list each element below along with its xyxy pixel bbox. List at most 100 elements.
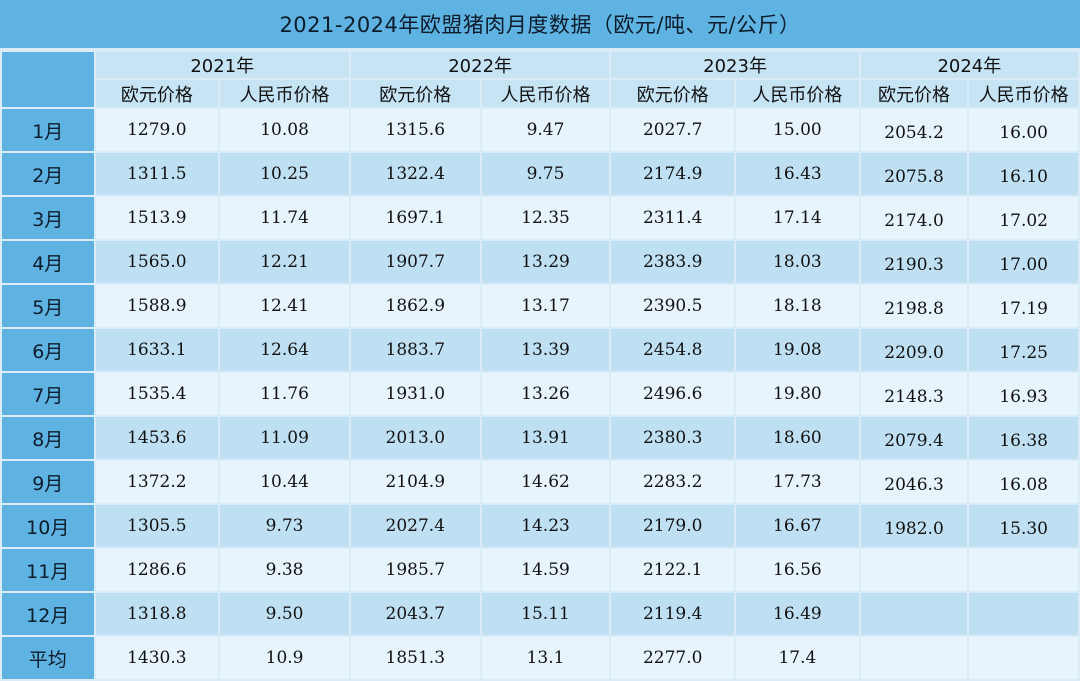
eur-price-cell: 1883.7 [350,329,480,371]
cny-price-cell: 13.26 [481,373,610,415]
cny-price-cell: 15.11 [481,593,610,635]
row-label: 4月 [2,241,94,283]
eur-price-cell: 2122.1 [611,549,735,591]
row-label: 平均 [2,637,94,679]
eur-price-cell: 2380.3 [611,417,735,459]
eur-price-cell: 1305.5 [95,505,219,547]
table-row: 8月 1453.6 11.09 2013.0 13.91 2380.3 18.60 2079.… [2,417,1078,459]
eur-price-cell: 2174.0 [860,197,968,239]
table-row: 1月 1279.0 10.08 1315.6 9.47 2027.7 15.00 2054.2… [2,109,1078,151]
cny-price-cell: 17.73 [736,461,859,503]
cny-price-cell: 18.03 [736,241,859,283]
eur-price-cell: 1931.0 [350,373,480,415]
row-label: 10月 [2,505,94,547]
cny-price-cell: 9.50 [220,593,349,635]
cny-price-cell: 11.09 [220,417,349,459]
cny-price-cell [969,637,1078,679]
eur-price-cell: 1453.6 [95,417,219,459]
cny-price-cell: 13.39 [481,329,610,371]
eur-price-cell [860,593,968,635]
eur-price-cell: 1982.0 [860,505,968,547]
row-label: 8月 [2,417,94,459]
col-header-cny: 人民币价格 [736,80,859,107]
eur-price-cell: 1565.0 [95,241,219,283]
col-header-eur: 欧元价格 [611,80,735,107]
table-row: 10月 1305.5 9.73 2027.4 14.23 2179.0 16.67 1982.… [2,505,1078,547]
eur-price-cell: 2198.8 [860,285,968,327]
cny-price-cell: 12.21 [220,241,349,283]
cny-price-cell: 12.64 [220,329,349,371]
eur-price-cell: 1907.7 [350,241,480,283]
eur-price-cell: 2174.9 [611,153,735,195]
table-row: 2月 1311.5 10.25 1322.4 9.75 2174.9 16.43 2075.8… [2,153,1078,195]
eur-price-cell [860,549,968,591]
eur-price-cell: 1985.7 [350,549,480,591]
col-header-cny: 人民币价格 [220,80,349,107]
eur-price-cell: 2454.8 [611,329,735,371]
eur-price-cell: 1372.2 [95,461,219,503]
cny-price-cell: 15.30 [969,505,1078,547]
table-title: 2021-2024年欧盟猪肉月度数据（欧元/吨、元/公斤） [0,0,1080,48]
eur-price-cell: 1318.8 [95,593,219,635]
row-label: 7月 [2,373,94,415]
cny-price-cell: 9.75 [481,153,610,195]
eur-price-cell: 1315.6 [350,109,480,151]
cny-price-cell: 9.38 [220,549,349,591]
cny-price-cell: 11.74 [220,197,349,239]
eur-price-cell [860,637,968,679]
cny-price-cell: 17.4 [736,637,859,679]
cny-price-cell: 16.67 [736,505,859,547]
row-label: 1月 [2,109,94,151]
cny-price-cell: 12.41 [220,285,349,327]
cny-price-cell: 15.00 [736,109,859,151]
row-label: 9月 [2,461,94,503]
table-row: 平均 1430.3 10.9 1851.3 13.1 2277.0 17.4 [2,637,1078,679]
cny-price-cell: 16.00 [969,109,1078,151]
cny-price-cell: 16.10 [969,153,1078,195]
eur-price-cell: 2148.3 [860,373,968,415]
eur-price-cell: 2119.4 [611,593,735,635]
cny-price-cell: 10.44 [220,461,349,503]
eur-price-cell: 2179.0 [611,505,735,547]
col-header-cny: 人民币价格 [481,80,610,107]
cny-price-cell: 14.62 [481,461,610,503]
table-row: 5月 1588.9 12.41 1862.9 13.17 2390.5 18.18 2198.… [2,285,1078,327]
cny-price-cell: 14.23 [481,505,610,547]
table-row: 11月 1286.6 9.38 1985.7 14.59 2122.1 16.56 [2,549,1078,591]
eur-price-cell: 2209.0 [860,329,968,371]
eur-price-cell: 2013.0 [350,417,480,459]
eur-price-cell: 2027.7 [611,109,735,151]
eur-price-cell: 1279.0 [95,109,219,151]
eur-price-cell: 1513.9 [95,197,219,239]
cny-price-cell: 16.93 [969,373,1078,415]
cny-price-cell: 19.08 [736,329,859,371]
cny-price-cell: 17.00 [969,241,1078,283]
eur-price-cell: 1311.5 [95,153,219,195]
table-row: 12月 1318.8 9.50 2043.7 15.11 2119.4 16.49 [2,593,1078,635]
eur-price-cell: 2390.5 [611,285,735,327]
table-row: 6月 1633.1 12.64 1883.7 13.39 2454.8 19.08 2209.… [2,329,1078,371]
cny-price-cell: 10.25 [220,153,349,195]
cny-price-cell: 17.19 [969,285,1078,327]
eur-price-cell: 2104.9 [350,461,480,503]
cny-price-cell: 13.29 [481,241,610,283]
eur-price-cell: 2190.3 [860,241,968,283]
eur-price-cell: 2079.4 [860,417,968,459]
cny-price-cell: 16.08 [969,461,1078,503]
eur-price-cell: 1286.6 [95,549,219,591]
cny-price-cell [969,549,1078,591]
year-header: 2024年 [860,52,1078,78]
year-header: 2021年 [95,52,349,78]
cny-price-cell: 9.47 [481,109,610,151]
cny-price-cell: 13.91 [481,417,610,459]
cny-price-cell: 13.17 [481,285,610,327]
row-label: 6月 [2,329,94,371]
corner-cell [2,52,94,107]
eur-price-cell: 1851.3 [350,637,480,679]
cny-price-cell: 13.1 [481,637,610,679]
cny-price-cell: 17.02 [969,197,1078,239]
eur-price-cell: 1862.9 [350,285,480,327]
cny-price-cell: 16.43 [736,153,859,195]
year-header: 2023年 [611,52,859,78]
